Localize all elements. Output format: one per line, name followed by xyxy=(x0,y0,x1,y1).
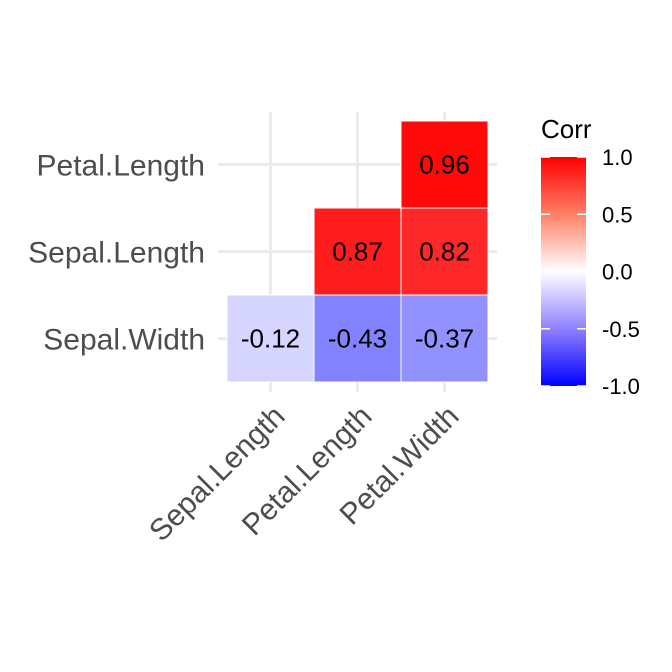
legend-tick-label: 0.0 xyxy=(602,260,633,285)
cell-value-label: -0.43 xyxy=(328,324,387,354)
legend-tick-label: 0.5 xyxy=(602,202,633,227)
cell-value-label: -0.37 xyxy=(415,324,474,354)
heatmap-cell xyxy=(400,207,489,296)
legend-tick-label: -0.5 xyxy=(602,317,640,342)
cell-value-label: -0.12 xyxy=(241,324,300,354)
legend-tick-label: 1.0 xyxy=(602,145,633,170)
heatmap-cell xyxy=(226,294,315,383)
y-axis-tick-labels: Petal.Length Sepal.Length Sepal.Width xyxy=(28,150,205,357)
cell-value-label: 0.96 xyxy=(419,150,470,180)
legend-tick-label: -1.0 xyxy=(602,374,640,399)
cell-value-label: 0.82 xyxy=(419,237,470,267)
heatmap-cells xyxy=(226,120,489,383)
y-tick-label: Petal.Length xyxy=(37,150,205,183)
legend: Corr 1.0 0.5 0.0 -0.5 -1.0 xyxy=(541,114,640,399)
heatmap-cell xyxy=(400,294,489,383)
cell-value-label: 0.87 xyxy=(332,237,383,267)
heatmap-cell xyxy=(313,294,402,383)
legend-title: Corr xyxy=(541,114,592,144)
cell-labels: 0.96 0.87 0.82 -0.12 -0.43 -0.37 xyxy=(241,150,474,354)
y-tick-label: Sepal.Width xyxy=(43,324,205,357)
y-tick-label: Sepal.Length xyxy=(28,237,205,270)
